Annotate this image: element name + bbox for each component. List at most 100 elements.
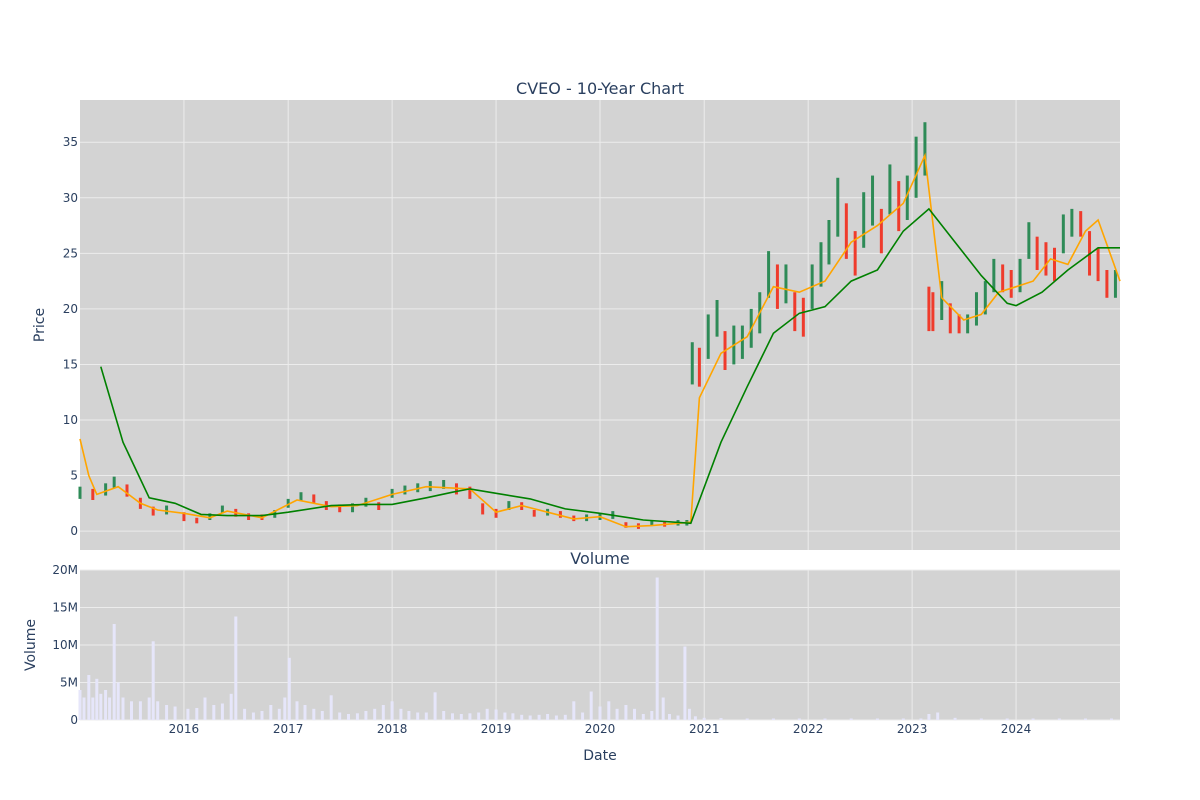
- volume-bar: [329, 695, 333, 721]
- volume-bar: [295, 701, 299, 721]
- volume-bar: [693, 716, 697, 721]
- volume-bar: [347, 714, 350, 720]
- volume-bar: [598, 706, 602, 720]
- volume-bar: [797, 718, 801, 720]
- volume-bar: [702, 717, 706, 721]
- volume-bar: [459, 714, 463, 720]
- volume-bar: [683, 646, 687, 720]
- volume-bar: [112, 624, 116, 720]
- volume-bar: [269, 705, 273, 720]
- volume-bar: [234, 616, 238, 720]
- volume-bar: [503, 712, 507, 720]
- volume-bar: [572, 701, 576, 721]
- volume-bar: [220, 703, 224, 720]
- price-y-tick-label: 30: [63, 191, 78, 205]
- volume-bar: [919, 718, 923, 720]
- price-y-tick-label: 0: [70, 524, 78, 538]
- volume-bar: [203, 697, 207, 720]
- price-y-tick-label: 25: [63, 246, 78, 260]
- volume-bar: [528, 715, 532, 720]
- volume-bar: [381, 705, 385, 720]
- chart-title: CVEO - 10-Year Chart: [516, 79, 684, 98]
- volume-y-tick-label: 5M: [60, 676, 78, 690]
- volume-bars: [78, 577, 1113, 721]
- price-axis-title: Price: [32, 308, 48, 342]
- volume-bar: [338, 712, 342, 720]
- volume-axis-title: Volume: [23, 619, 39, 671]
- volume-bar: [260, 711, 264, 720]
- price-y-tick-label: 20: [63, 302, 78, 316]
- volume-bar: [477, 712, 481, 720]
- volume-bar: [82, 697, 86, 720]
- volume-bar: [661, 697, 665, 720]
- volume-bar: [650, 711, 654, 720]
- volume-bar: [624, 705, 628, 720]
- volume-bar: [283, 697, 287, 720]
- volume-bar: [87, 675, 91, 720]
- volume-bar: [364, 711, 368, 720]
- volume-bar: [251, 712, 255, 720]
- volume-bar: [156, 701, 160, 721]
- volume-bar: [195, 708, 199, 720]
- volume-bar: [416, 712, 420, 720]
- volume-bar: [91, 697, 95, 720]
- volume-bar: [121, 697, 125, 720]
- volume-bar: [771, 718, 775, 720]
- volume-bar: [433, 692, 437, 721]
- volume-bar: [287, 657, 291, 721]
- volume-bar: [186, 708, 190, 721]
- x-tick-label: 2022: [793, 722, 824, 736]
- volume-bar: [823, 718, 827, 720]
- volume-bar: [165, 705, 169, 720]
- x-tick-label: 2019: [481, 722, 512, 736]
- volume-bar: [936, 712, 940, 720]
- volume-bar: [546, 714, 550, 720]
- volume-bar: [676, 715, 680, 720]
- volume-subplot-title: Volume: [570, 549, 630, 568]
- volume-bar: [1005, 718, 1009, 720]
- volume-bar: [399, 708, 403, 721]
- volume-bar: [494, 709, 498, 720]
- price-y-tick-label: 5: [70, 469, 78, 483]
- price-moving-averages: [79, 152, 1121, 528]
- date-axis-title: Date: [583, 748, 616, 764]
- volume-bar: [485, 708, 489, 721]
- volume-bar: [745, 718, 749, 720]
- volume-bar: [78, 690, 82, 720]
- volume-bar: [641, 714, 645, 720]
- volume-y-ticks: 0 5M 10M 15M 20M: [52, 563, 78, 727]
- volume-bar: [633, 708, 636, 721]
- volume-bar: [655, 577, 659, 720]
- volume-bar: [95, 678, 99, 721]
- volume-bar: [927, 714, 931, 720]
- moving-average-long-line: [100, 207, 1120, 525]
- price-y-tick-label: 15: [63, 357, 78, 371]
- volume-bar: [212, 705, 216, 720]
- volume-bar: [442, 711, 446, 720]
- volume-bar: [511, 713, 515, 721]
- volume-bar: [151, 641, 155, 721]
- volume-bar: [849, 718, 853, 720]
- volume-bar: [355, 713, 359, 721]
- volume-y-tick-label: 15M: [52, 601, 78, 615]
- x-tick-label: 2017: [273, 722, 304, 736]
- x-tick-label: 2018: [377, 722, 408, 736]
- volume-bar: [687, 708, 691, 721]
- volume-bar: [104, 690, 108, 720]
- volume-bar: [554, 715, 558, 720]
- volume-bar: [451, 713, 454, 721]
- price-y-tick-label: 10: [63, 413, 78, 427]
- volume-bar: [537, 714, 541, 721]
- volume-bar: [108, 697, 112, 720]
- price-candles: [78, 122, 1117, 529]
- volume-y-tick-label: 20M: [52, 563, 78, 577]
- volume-bar: [138, 701, 142, 721]
- volume-bar: [407, 711, 411, 720]
- volume-bar: [581, 712, 585, 720]
- volume-bar: [277, 708, 281, 721]
- volume-y-tick-label: 10M: [52, 638, 78, 652]
- volume-bar: [615, 708, 619, 721]
- volume-x-ticks: 2016 2017 2018 2019 2020 2021 2022 2023 2024: [169, 722, 1032, 736]
- x-tick-label: 2021: [689, 722, 720, 736]
